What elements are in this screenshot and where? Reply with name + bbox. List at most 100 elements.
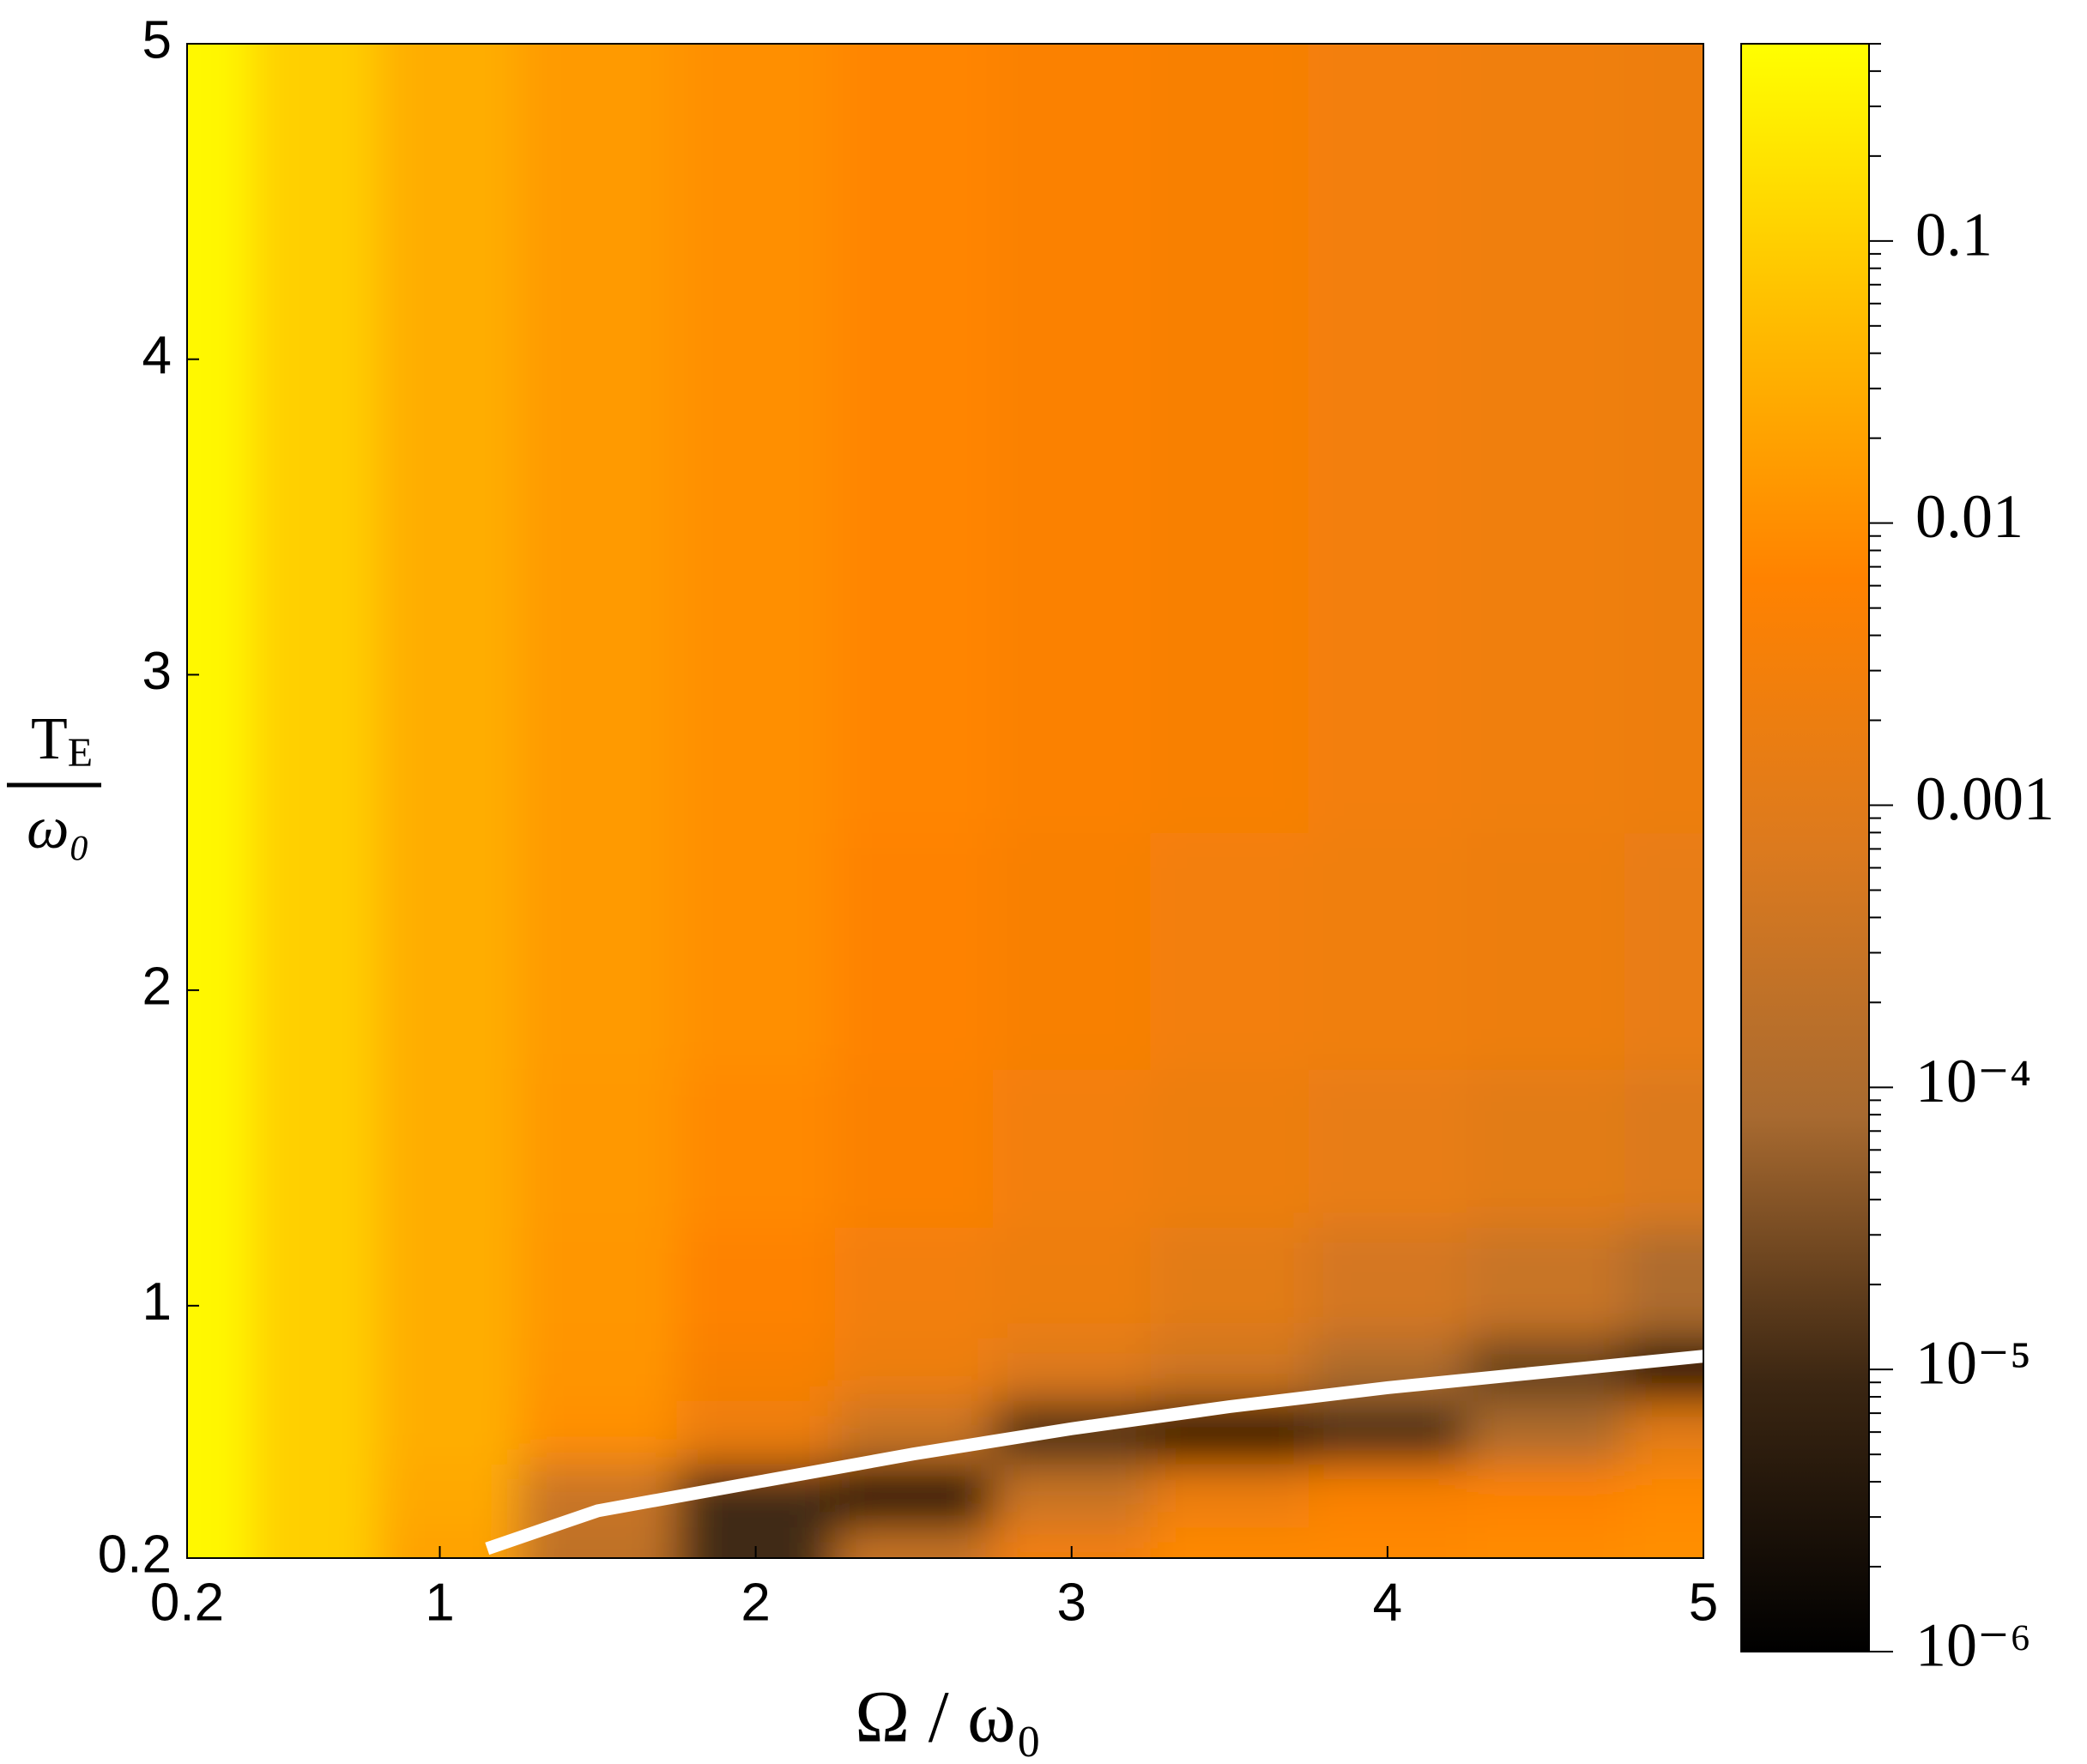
heatmap-cell — [518, 1400, 678, 1465]
heatmap-cell — [1308, 1069, 1467, 1228]
heatmap-cell — [1624, 1226, 1703, 1338]
heatmap-cell — [376, 832, 520, 1071]
heatmap-cell — [992, 517, 1152, 834]
heatmap-cell — [1466, 1069, 1625, 1228]
heatmap-cell — [250, 1463, 378, 1528]
x-tick-label: 0.2 — [150, 1573, 224, 1632]
heatmap-cell — [676, 832, 836, 1071]
heatmap-cell — [1308, 1400, 1467, 1465]
heatmap — [187, 44, 1703, 1558]
heatmap-cell — [1466, 1400, 1625, 1465]
colorbar-tick-label: 10⁻⁴ — [1915, 1047, 2031, 1115]
x-tick-label: 1 — [425, 1573, 454, 1632]
heatmap-cell — [676, 1226, 836, 1338]
heatmap-cell — [1150, 201, 1310, 518]
heatmap-cell — [187, 1337, 251, 1402]
heatmap-cell — [1466, 517, 1625, 834]
heatmap-cell — [250, 1226, 378, 1338]
heatmap-cell — [376, 517, 520, 834]
heatmap-cell — [250, 1337, 378, 1402]
heatmap-cell — [1466, 1526, 1625, 1558]
heatmap-cell — [676, 1337, 836, 1402]
heatmap-cell — [992, 1337, 1152, 1402]
colorbar-tick-label: 0.1 — [1915, 200, 1993, 269]
y-label-main: T — [31, 706, 68, 772]
heatmap-cell — [187, 44, 251, 202]
y-tick-label: 4 — [142, 326, 172, 385]
heatmap-cell — [250, 201, 378, 518]
heatmap-cell — [1624, 1069, 1703, 1228]
heatmap-cell — [1466, 1463, 1625, 1528]
heatmap-cell — [1150, 1337, 1310, 1402]
heatmap-cell — [376, 1069, 520, 1228]
heatmap-cell — [250, 1526, 378, 1558]
heatmap-cell — [1308, 1463, 1467, 1528]
heatmap-cell — [1150, 1526, 1310, 1558]
heatmap-cell — [1150, 44, 1310, 202]
heatmap-cell — [250, 517, 378, 834]
x-tick-label: 5 — [1689, 1573, 1718, 1632]
heatmap-cell — [834, 1069, 994, 1228]
heatmap-cell — [187, 201, 251, 518]
heatmap-cell — [250, 1069, 378, 1228]
heatmap-cell — [518, 1226, 678, 1338]
y-tick-label: 2 — [142, 958, 172, 1017]
plot-frame — [186, 43, 1704, 1559]
colorbar — [1740, 43, 1870, 1652]
heatmap-cell — [187, 832, 251, 1071]
heatmap-cell — [187, 1226, 251, 1338]
heatmap-cell — [992, 1463, 1152, 1528]
heatmap-cell — [834, 201, 994, 518]
heatmap-cell — [187, 1463, 251, 1528]
heatmap-cell — [1624, 517, 1703, 834]
colorbar-tick-label: 10⁻⁶ — [1915, 1611, 2031, 1680]
heatmap-cell — [518, 1337, 678, 1402]
heatmap-cell — [1624, 1337, 1703, 1402]
heatmap-cell — [1624, 201, 1703, 518]
heatmap-cell — [1150, 1463, 1310, 1528]
heatmap-cell — [676, 1400, 836, 1465]
heatmap-cell — [1624, 44, 1703, 202]
heatmap-cell — [1466, 832, 1625, 1071]
heatmap-cell — [518, 832, 678, 1071]
heatmap-cell — [1624, 1526, 1703, 1558]
y-tick-label: 0.2 — [98, 1525, 172, 1584]
heatmap-cell — [1150, 832, 1310, 1071]
heatmap-cell — [376, 1337, 520, 1402]
heatmap-cell — [518, 517, 678, 834]
colorbar-tick-label: 0.01 — [1915, 482, 2023, 551]
heatmap-cell — [187, 517, 251, 834]
heatmap-cell — [676, 1069, 836, 1228]
y-axis-label-numerator: TE — [31, 706, 93, 776]
y-tick-label: 5 — [142, 10, 172, 69]
x-tick-label: 2 — [741, 1573, 770, 1632]
heatmap-cell — [187, 1526, 251, 1558]
heatmap-cell — [1150, 1069, 1310, 1228]
heatmap-cell — [992, 1069, 1152, 1228]
heatmap-cell — [518, 201, 678, 518]
heatmap-cell — [1308, 832, 1467, 1071]
heatmap-cell — [992, 832, 1152, 1071]
heatmap-cell — [1624, 1400, 1703, 1465]
y-tick-label: 1 — [142, 1272, 172, 1332]
heatmap-cell — [676, 201, 836, 518]
heatmap-cell — [834, 1337, 994, 1402]
heatmap-cell — [1308, 201, 1467, 518]
heatmap-cell — [376, 1400, 520, 1465]
heatmap-cell — [187, 1069, 251, 1228]
heatmap-cell — [676, 44, 836, 202]
heatmap-cell — [1308, 44, 1467, 202]
heatmap-cell — [376, 1463, 520, 1528]
heatmap-cell — [1466, 201, 1625, 518]
heatmap-cell — [834, 517, 994, 834]
heatmap-cell — [518, 1526, 678, 1558]
heatmap-cell — [250, 1400, 378, 1465]
heatmap-cell — [376, 1226, 520, 1338]
y-axis-label-denominator: ω₀ — [27, 795, 90, 861]
curve — [485, 1350, 1704, 1556]
overlay: 0.2 1 2 3 4 5 0.2 1 2 3 4 5 0.1 0.01 0.001 10⁻⁴ 10⁻⁵ 10⁻⁶ — [98, 10, 2054, 1679]
heatmap-cell — [992, 44, 1152, 202]
plot-area — [187, 44, 1703, 1558]
x-axis-label: Ω / ω₀ — [855, 1676, 1041, 1758]
